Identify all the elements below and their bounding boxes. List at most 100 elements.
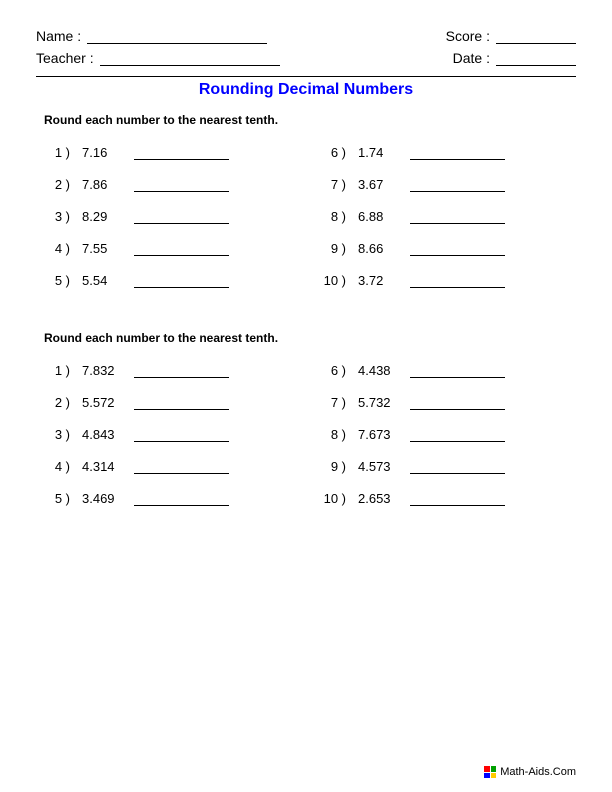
problem-value: 8.29 — [74, 209, 130, 224]
name-blank[interactable] — [87, 29, 267, 44]
problem-number: 5 ) — [40, 491, 74, 506]
logo-q3 — [484, 773, 490, 779]
problem-row: 1 )7.16 — [40, 145, 296, 160]
problem-row: 6 )4.438 — [316, 363, 572, 378]
answer-blank[interactable] — [410, 274, 505, 288]
answer-blank[interactable] — [410, 364, 505, 378]
teacher-field: Teacher : — [36, 50, 280, 66]
section-1-left-col: 1 )7.16 2 )7.86 3 )8.29 4 )7.55 5 )5.54 — [40, 145, 296, 305]
problem-number: 8 ) — [316, 209, 350, 224]
problem-value: 2.653 — [350, 491, 406, 506]
problem-row: 7 )3.67 — [316, 177, 572, 192]
answer-blank[interactable] — [134, 428, 229, 442]
problem-value: 6.88 — [350, 209, 406, 224]
problem-number: 10 ) — [316, 491, 350, 506]
problem-number: 7 ) — [316, 177, 350, 192]
problem-value: 3.67 — [350, 177, 406, 192]
problem-row: 4 )4.314 — [40, 459, 296, 474]
problem-value: 7.673 — [350, 427, 406, 442]
logo-icon — [484, 766, 496, 778]
date-field: Date : — [453, 50, 576, 66]
problem-value: 5.54 — [74, 273, 130, 288]
problem-number: 1 ) — [40, 363, 74, 378]
section-1-instruction: Round each number to the nearest tenth. — [44, 113, 576, 127]
problem-row: 5 )3.469 — [40, 491, 296, 506]
answer-blank[interactable] — [410, 178, 505, 192]
score-field: Score : — [446, 28, 576, 44]
problem-row: 10 )2.653 — [316, 491, 572, 506]
problem-value: 5.732 — [350, 395, 406, 410]
answer-blank[interactable] — [134, 396, 229, 410]
problem-row: 9 )4.573 — [316, 459, 572, 474]
name-field: Name : — [36, 28, 267, 44]
answer-blank[interactable] — [410, 428, 505, 442]
score-blank[interactable] — [496, 29, 576, 44]
problem-number: 6 ) — [316, 145, 350, 160]
logo-q4 — [491, 773, 497, 779]
answer-blank[interactable] — [134, 146, 229, 160]
answer-blank[interactable] — [410, 396, 505, 410]
header-row-2: Teacher : Date : — [36, 50, 576, 66]
problem-number: 6 ) — [316, 363, 350, 378]
header-divider — [36, 76, 576, 77]
problem-value: 3.469 — [74, 491, 130, 506]
answer-blank[interactable] — [134, 274, 229, 288]
answer-blank[interactable] — [410, 210, 505, 224]
problem-value: 4.438 — [350, 363, 406, 378]
problem-number: 7 ) — [316, 395, 350, 410]
section-2-instruction: Round each number to the nearest tenth. — [44, 331, 576, 345]
problem-row: 4 )7.55 — [40, 241, 296, 256]
logo-q2 — [491, 766, 497, 772]
problem-row: 3 )8.29 — [40, 209, 296, 224]
problem-row: 2 )5.572 — [40, 395, 296, 410]
problem-number: 3 ) — [40, 209, 74, 224]
problem-value: 3.72 — [350, 273, 406, 288]
answer-blank[interactable] — [134, 178, 229, 192]
problem-number: 8 ) — [316, 427, 350, 442]
problem-row: 6 )1.74 — [316, 145, 572, 160]
section-2-problems: 1 )7.832 2 )5.572 3 )4.843 4 )4.314 5 )3… — [36, 363, 576, 523]
problem-value: 7.86 — [74, 177, 130, 192]
problem-number: 4 ) — [40, 459, 74, 474]
section-2-left-col: 1 )7.832 2 )5.572 3 )4.843 4 )4.314 5 )3… — [40, 363, 296, 523]
problem-row: 8 )6.88 — [316, 209, 572, 224]
teacher-blank[interactable] — [100, 51, 280, 66]
answer-blank[interactable] — [410, 492, 505, 506]
problem-row: 5 )5.54 — [40, 273, 296, 288]
problem-value: 7.832 — [74, 363, 130, 378]
problem-number: 2 ) — [40, 395, 74, 410]
header-row-1: Name : Score : — [36, 28, 576, 44]
answer-blank[interactable] — [410, 460, 505, 474]
problem-row: 1 )7.832 — [40, 363, 296, 378]
name-label: Name : — [36, 28, 81, 44]
problem-number: 5 ) — [40, 273, 74, 288]
logo-q1 — [484, 766, 490, 772]
date-label: Date : — [453, 50, 490, 66]
answer-blank[interactable] — [410, 242, 505, 256]
answer-blank[interactable] — [410, 146, 505, 160]
problem-row: 2 )7.86 — [40, 177, 296, 192]
problem-value: 4.573 — [350, 459, 406, 474]
section-1-right-col: 6 )1.74 7 )3.67 8 )6.88 9 )8.66 10 )3.72 — [316, 145, 572, 305]
problem-value: 5.572 — [74, 395, 130, 410]
problem-value: 7.16 — [74, 145, 130, 160]
problem-number: 9 ) — [316, 459, 350, 474]
problem-number: 4 ) — [40, 241, 74, 256]
problem-row: 7 )5.732 — [316, 395, 572, 410]
problem-value: 1.74 — [350, 145, 406, 160]
answer-blank[interactable] — [134, 460, 229, 474]
answer-blank[interactable] — [134, 210, 229, 224]
problem-row: 3 )4.843 — [40, 427, 296, 442]
problem-number: 3 ) — [40, 427, 74, 442]
answer-blank[interactable] — [134, 364, 229, 378]
problem-row: 8 )7.673 — [316, 427, 572, 442]
problem-value: 4.314 — [74, 459, 130, 474]
problem-number: 9 ) — [316, 241, 350, 256]
footer-text: Math-Aids.Com — [500, 766, 576, 778]
answer-blank[interactable] — [134, 492, 229, 506]
footer: Math-Aids.Com — [484, 766, 576, 778]
date-blank[interactable] — [496, 51, 576, 66]
worksheet-page: Name : Score : Teacher : Date : Rounding… — [0, 0, 612, 792]
answer-blank[interactable] — [134, 242, 229, 256]
section-2-right-col: 6 )4.438 7 )5.732 8 )7.673 9 )4.573 10 )… — [316, 363, 572, 523]
